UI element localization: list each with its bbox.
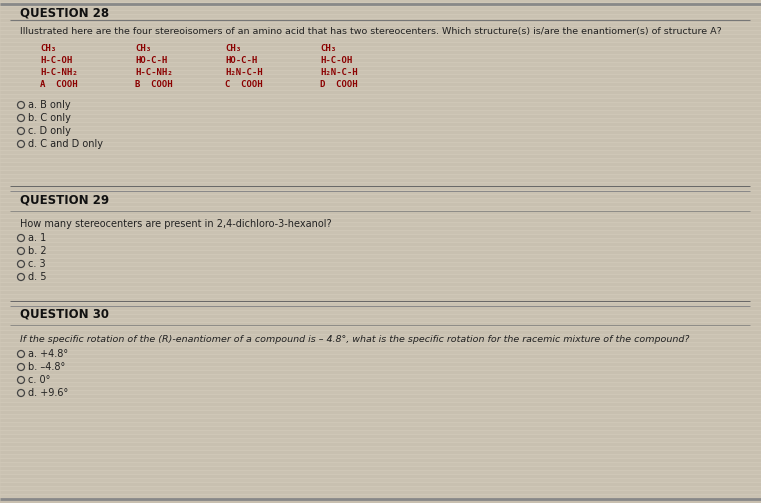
Text: c. 3: c. 3 — [28, 259, 46, 269]
Text: a. B only: a. B only — [28, 100, 71, 110]
Text: d. C and D only: d. C and D only — [28, 139, 103, 149]
Text: c. 0°: c. 0° — [28, 375, 50, 385]
Text: Illustrated here are the four stereoisomers of an amino acid that has two stereo: Illustrated here are the four stereoisom… — [20, 27, 721, 36]
Text: CH₃: CH₃ — [135, 43, 151, 52]
Text: H-C-NH₂: H-C-NH₂ — [135, 67, 173, 76]
Text: If the specific rotation of the (R)-enantiomer of a compound is – 4.8°, what is : If the specific rotation of the (R)-enan… — [20, 336, 689, 345]
Text: CH₃: CH₃ — [40, 43, 56, 52]
Text: CH₃: CH₃ — [225, 43, 241, 52]
Text: D  COOH: D COOH — [320, 79, 358, 89]
Text: QUESTION 28: QUESTION 28 — [20, 7, 109, 20]
Text: a. 1: a. 1 — [28, 233, 46, 243]
Text: d. 5: d. 5 — [28, 272, 46, 282]
Text: c. D only: c. D only — [28, 126, 71, 136]
Text: H-C-NH₂: H-C-NH₂ — [40, 67, 78, 76]
Text: H-C-OH: H-C-OH — [320, 55, 352, 64]
Text: H₂N-C-H: H₂N-C-H — [320, 67, 358, 76]
Text: CH₃: CH₃ — [320, 43, 336, 52]
Text: C  COOH: C COOH — [225, 79, 263, 89]
Text: QUESTION 29: QUESTION 29 — [20, 194, 109, 207]
Text: a. +4.8°: a. +4.8° — [28, 349, 68, 359]
Text: b. –4.8°: b. –4.8° — [28, 362, 65, 372]
Text: A  COOH: A COOH — [40, 79, 78, 89]
Text: QUESTION 30: QUESTION 30 — [20, 307, 109, 320]
Text: d. +9.6°: d. +9.6° — [28, 388, 68, 398]
Text: H₂N-C-H: H₂N-C-H — [225, 67, 263, 76]
Text: How many stereocenters are present in 2,4-dichloro-3-hexanol?: How many stereocenters are present in 2,… — [20, 219, 332, 229]
Text: b. C only: b. C only — [28, 113, 71, 123]
Text: b. 2: b. 2 — [28, 246, 46, 256]
Text: HO-C-H: HO-C-H — [225, 55, 257, 64]
Text: B  COOH: B COOH — [135, 79, 173, 89]
Text: H-C-OH: H-C-OH — [40, 55, 72, 64]
Text: HO-C-H: HO-C-H — [135, 55, 167, 64]
